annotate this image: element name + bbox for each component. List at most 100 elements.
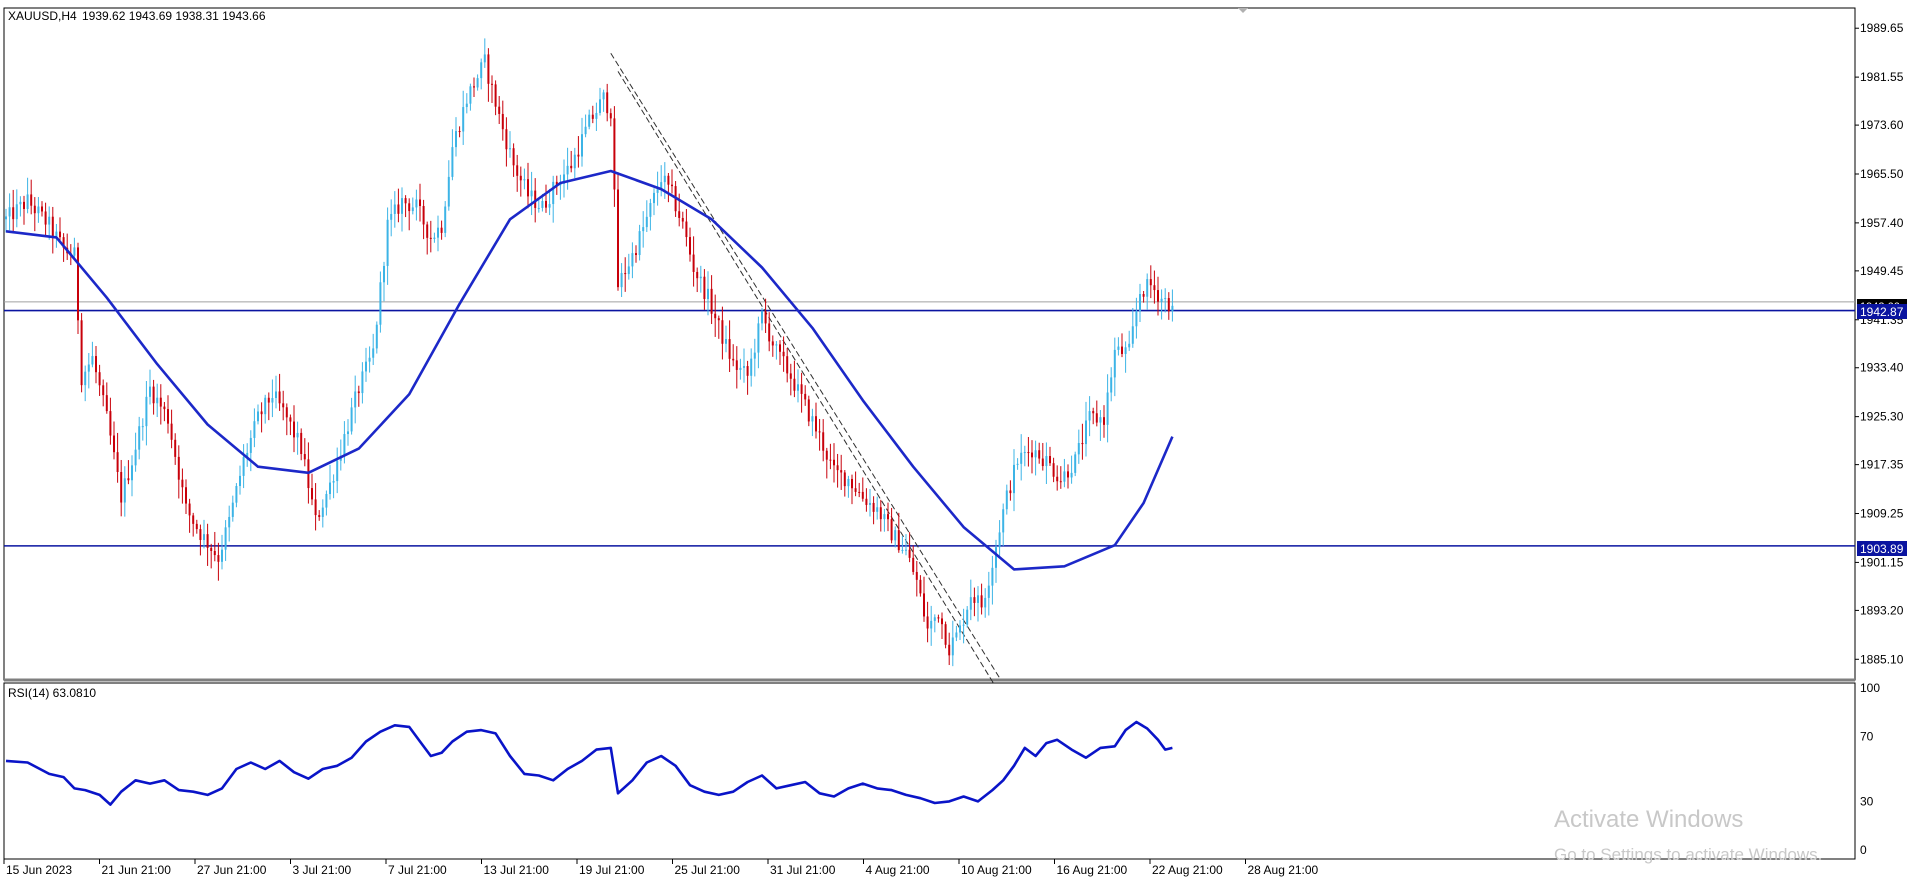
candle xyxy=(84,365,87,402)
trendline-channel[interactable] xyxy=(610,53,1002,697)
candle xyxy=(138,416,141,460)
candle xyxy=(311,473,313,506)
candle xyxy=(264,394,267,424)
candle xyxy=(293,405,295,453)
candle xyxy=(469,83,472,111)
main-chart-frame xyxy=(3,7,1856,682)
candle xyxy=(933,614,936,633)
candle xyxy=(746,360,749,395)
candle xyxy=(483,38,486,68)
candle xyxy=(123,466,126,517)
candle xyxy=(602,89,605,112)
candle xyxy=(714,294,717,337)
candle xyxy=(1027,437,1030,467)
candle xyxy=(41,201,43,217)
candle xyxy=(91,341,94,368)
candle xyxy=(613,106,616,207)
candle xyxy=(1020,434,1023,481)
candle xyxy=(1142,290,1145,303)
candle xyxy=(1005,484,1008,515)
candle xyxy=(822,419,825,462)
price-tick-label: 1989.65 xyxy=(1860,21,1904,35)
moving-average xyxy=(5,169,1174,571)
candle xyxy=(365,347,367,382)
candle xyxy=(303,438,306,467)
candle xyxy=(926,601,929,643)
candle xyxy=(1041,442,1044,471)
candle xyxy=(545,184,547,213)
candle xyxy=(919,575,922,597)
candle xyxy=(95,346,97,384)
candle xyxy=(980,583,983,615)
candle xyxy=(653,188,655,216)
candle xyxy=(437,215,439,252)
candle xyxy=(181,468,184,504)
candle xyxy=(703,269,706,310)
candle xyxy=(689,227,691,262)
candle xyxy=(458,126,461,138)
candle xyxy=(1049,446,1051,466)
chart-header-symbol: XAUUSD,H4 xyxy=(8,9,77,23)
candle xyxy=(519,166,522,197)
candle xyxy=(1110,367,1113,402)
candle xyxy=(1117,337,1120,356)
candle xyxy=(811,408,814,437)
chart-shift-marker[interactable] xyxy=(1238,8,1248,13)
time-tick-label: 4 Aug 21:00 xyxy=(866,863,930,877)
candle xyxy=(397,188,400,223)
rsi-line xyxy=(5,720,1173,806)
candle xyxy=(584,114,587,138)
candle xyxy=(937,614,940,623)
candle xyxy=(660,165,663,197)
time-tick-label: 16 Aug 21:00 xyxy=(1057,863,1128,877)
candle xyxy=(779,340,781,366)
candle xyxy=(973,587,976,617)
candle xyxy=(156,383,159,418)
candle xyxy=(289,414,292,436)
candle xyxy=(829,443,832,470)
candle xyxy=(984,588,987,618)
candle xyxy=(473,77,475,98)
candle xyxy=(505,117,508,167)
candle xyxy=(347,419,349,446)
candle xyxy=(617,172,619,291)
candle xyxy=(177,445,180,499)
candle xyxy=(217,542,220,581)
candle xyxy=(332,474,335,499)
candle xyxy=(131,455,133,497)
candle xyxy=(440,220,443,240)
candle xyxy=(1081,423,1084,460)
candle xyxy=(595,102,598,131)
time-tick-label: 31 Jul 21:00 xyxy=(770,863,836,877)
candle xyxy=(44,202,47,236)
candle xyxy=(667,172,670,203)
candle xyxy=(476,74,479,91)
candle xyxy=(923,576,925,622)
candle xyxy=(721,306,724,360)
candle xyxy=(516,154,519,192)
candle xyxy=(566,147,569,190)
candle xyxy=(116,432,119,483)
candle xyxy=(786,348,789,383)
candle xyxy=(1128,330,1131,351)
horizontal-lines[interactable] xyxy=(4,309,1855,547)
candle xyxy=(591,105,594,124)
candle xyxy=(408,198,411,231)
candle xyxy=(192,512,195,537)
candle xyxy=(1002,503,1005,547)
candle xyxy=(728,320,731,373)
candle xyxy=(167,395,169,434)
candle xyxy=(635,245,637,263)
candle xyxy=(998,520,1001,556)
candle xyxy=(1157,276,1159,316)
candle xyxy=(275,375,277,409)
candle xyxy=(699,265,702,293)
candle xyxy=(185,479,187,515)
candle xyxy=(757,316,760,369)
time-tick-label: 22 Aug 21:00 xyxy=(1152,863,1223,877)
candle xyxy=(350,397,353,435)
candle xyxy=(1059,466,1062,489)
price-tag-upper-line: 1942.87 xyxy=(1857,304,1907,319)
candle xyxy=(455,117,457,157)
candle xyxy=(955,625,958,642)
